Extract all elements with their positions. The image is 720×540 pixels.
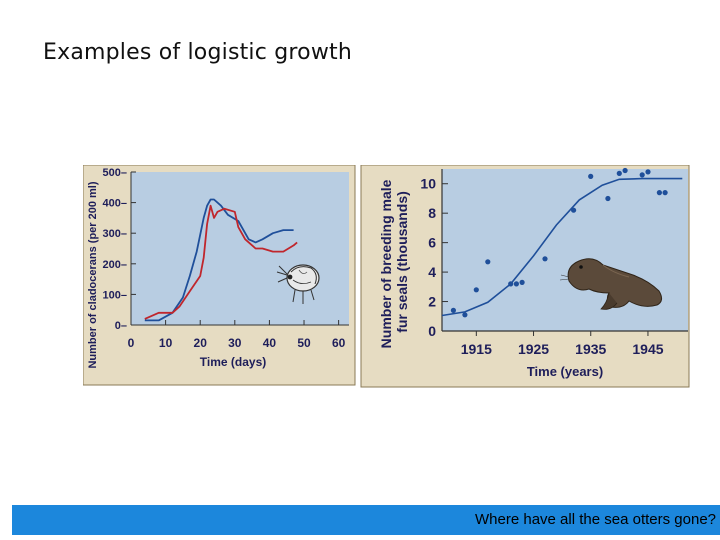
- fur-seal-y-tick-label: 0: [428, 323, 436, 339]
- cladoceran-x-tick-label: 10: [159, 336, 173, 350]
- fur-seal-data-point: [542, 256, 548, 262]
- fur-seal-data-point: [656, 190, 663, 196]
- fur-seal-data-point: [450, 307, 456, 313]
- slide-title: Examples of logistic growth: [43, 40, 352, 65]
- fur-seal-data-point: [622, 167, 628, 174]
- cladoceran-y-tick-label: 500–: [103, 167, 127, 179]
- fur-seal-y-axis-label: Number of breeding male fur seals (thous…: [378, 176, 410, 349]
- fur-seal-y-tick-label: 2: [428, 294, 436, 310]
- fur-seal-y-tick-label: 4: [428, 264, 436, 280]
- footer-bar: Where have all the sea otters gone?: [12, 505, 720, 535]
- figure-panels: 0 10 20 30 40 50 60 0– 100– 200– 300– 400– 500– Time…: [83, 165, 691, 391]
- cladoceran-chart: 0 10 20 30 40 50 60 0– 100– 200– 300– 400– 500– Time…: [83, 165, 356, 386]
- fur-seal-data-point: [485, 259, 491, 265]
- fur-seal-data-point: [508, 281, 514, 287]
- fur-seal-data-point: [645, 169, 651, 175]
- fur-seal-x-tick-label: 1925: [518, 341, 549, 357]
- fur-seal-x-axis-label: Time (years): [527, 364, 603, 379]
- cladoceran-plot-area: [131, 172, 349, 325]
- cladoceran-illustration: [276, 264, 320, 304]
- fur-seal-y-axis-label-line1: Number of breeding male: [378, 179, 394, 348]
- cladoceran-y-tick-label: 100–: [103, 289, 127, 301]
- cladoceran-y-tick-label: 0–: [115, 320, 127, 332]
- fur-seal-chart: 1915 1925 1935 1945 0 2 4 6 8 10 Time (years) Num…: [360, 165, 690, 388]
- fur-seal-data-point: [616, 170, 622, 176]
- logistic-growth-charts: 0 10 20 30 40 50 600–100–200–300–400–500– Time…: [83, 165, 690, 388]
- fur-seal-data-point: [462, 312, 468, 318]
- cladoceran-x-tick-label: 30: [228, 336, 242, 350]
- cladoceran-x-tick-label: 50: [297, 336, 311, 350]
- cladoceran-y-tick-label: 200–: [103, 259, 127, 271]
- fur-seal-data-point: [639, 172, 645, 178]
- cladoceran-y-axis-label: Number of cladocerans (per 200 ml): [87, 181, 99, 368]
- fur-seal-y-axis-label-line2: fur seals (thousands): [394, 191, 410, 333]
- fur-seal-data-point: [662, 190, 668, 196]
- fur-seal-x-tick-label: 1935: [575, 341, 606, 357]
- cladoceran-x-axis-label: Time (days): [200, 355, 266, 369]
- fur-seal-y-tick-label: 6: [428, 235, 436, 251]
- footer-caption: Where have all the sea otters gone?: [475, 511, 716, 528]
- fur-seal-data-point: [519, 279, 525, 285]
- cladoceran-y-tick-label: 300–: [103, 228, 127, 240]
- fur-seal-x-tick-label: 1915: [461, 341, 492, 357]
- cladoceran-x-tick-label: 40: [263, 336, 277, 350]
- fur-seal-data-point: [588, 173, 594, 179]
- fur-seal-data-point: [473, 287, 479, 293]
- fur-seal-data-point: [513, 281, 519, 287]
- cladoceran-x-tick-label: 20: [194, 336, 208, 350]
- cladoceran-y-tick-label: 400–: [103, 198, 127, 210]
- fur-seal-data-point: [605, 195, 611, 202]
- cladoceran-series-line-2: [144, 204, 298, 320]
- cladoceran-series-line-1: [144, 198, 294, 322]
- fur-seal-data-point: [571, 207, 577, 213]
- fur-seal-y-tick-label: 10: [420, 176, 436, 192]
- fur-seal-logistic-curve: [441, 177, 683, 317]
- cladoceran-x-tick-label: 60: [332, 336, 346, 350]
- fur-seal-illustration: [559, 258, 663, 310]
- cladoceran-x-tick-label: 0: [128, 336, 135, 350]
- fur-seal-y-tick-label: 8: [428, 205, 436, 221]
- fur-seal-x-tick-label: 1945: [632, 341, 663, 357]
